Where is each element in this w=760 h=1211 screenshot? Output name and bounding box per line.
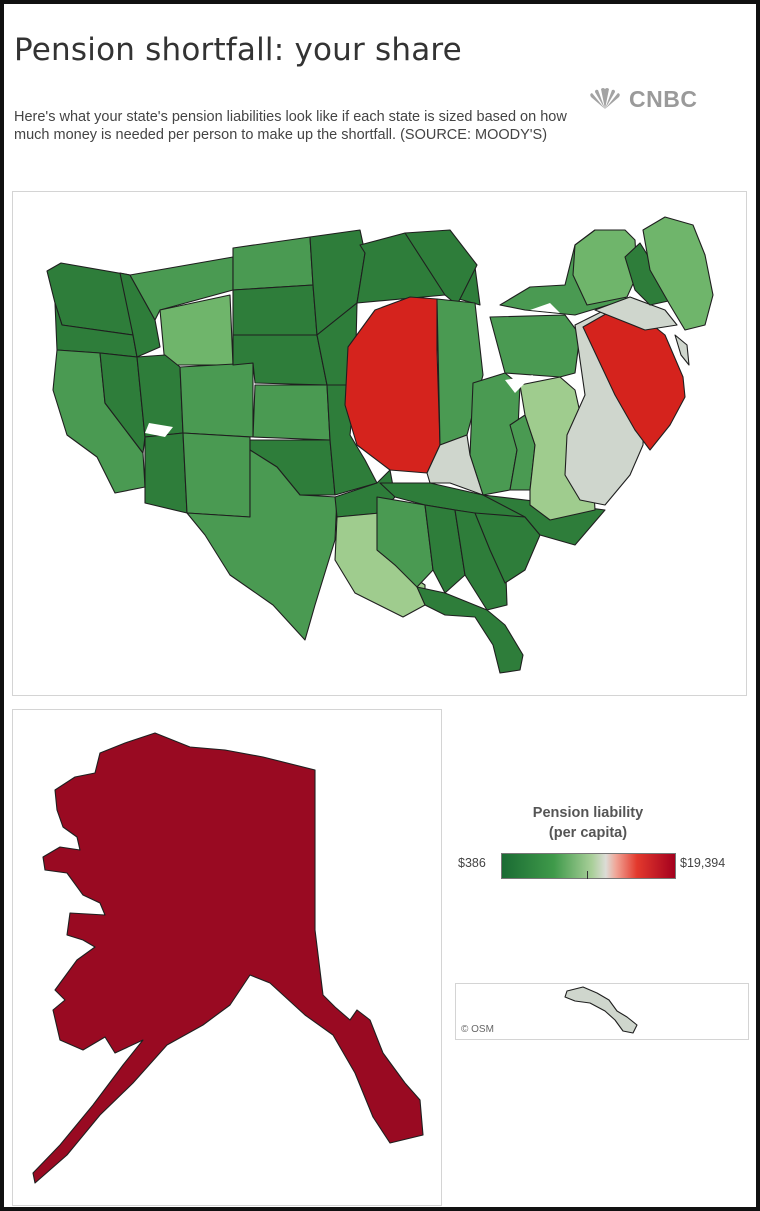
state-hawaii[interactable] [564, 986, 638, 1034]
alaska-map [32, 732, 424, 1184]
state-michigan[interactable] [404, 229, 478, 306]
state-kentucky[interactable] [426, 434, 484, 496]
state-montana[interactable] [129, 256, 234, 321]
state-alabama[interactable] [424, 504, 466, 594]
state-florida[interactable] [416, 586, 524, 674]
page-title: Pension shortfall: your share [14, 32, 462, 68]
alaska-panel [12, 709, 442, 1206]
legend-max-label: $19,394 [680, 856, 726, 870]
state-nevada[interactable] [99, 352, 146, 454]
state-texas[interactable] [186, 449, 338, 641]
legend-color-scale [501, 853, 676, 879]
cnbc-logo: CNBC [587, 86, 697, 112]
state-massachusetts[interactable] [594, 296, 678, 331]
us-cartogram-map [46, 216, 714, 674]
state-south-dakota[interactable] [232, 284, 318, 336]
peacock-icon [590, 88, 620, 109]
legend-midpoint-tick [587, 871, 588, 879]
state-colorado[interactable] [179, 362, 254, 438]
state-pennsylvania[interactable] [489, 314, 581, 378]
state-illinois[interactable] [344, 296, 441, 474]
legend-title: Pension liability (per capita) [501, 803, 675, 843]
hawaii-map [564, 986, 638, 1034]
state-vermont[interactable] [572, 229, 638, 306]
legend-title-line1: Pension liability [532, 805, 644, 821]
legend-min-label: $386 [458, 856, 486, 870]
description-text: Here's what your state's pension liabili… [14, 109, 567, 143]
hawaii-panel: © OSM [455, 983, 749, 1040]
state-rhode-island[interactable] [674, 334, 690, 366]
osm-attribution: © OSM [461, 1024, 494, 1035]
us-cartogram-panel [12, 191, 747, 696]
map-gap-northeast [530, 303, 560, 313]
map-gap-west [145, 423, 173, 437]
state-north-dakota[interactable] [232, 236, 314, 291]
legend-title-line2: (per capita) [548, 825, 628, 841]
map-gap-east [505, 375, 533, 393]
state-maine[interactable] [642, 216, 714, 331]
brand-name: CNBC [629, 85, 698, 112]
state-arizona[interactable] [144, 432, 188, 514]
state-kansas[interactable] [252, 384, 331, 441]
state-new-mexico[interactable] [182, 432, 251, 518]
state-utah[interactable] [136, 354, 184, 438]
state-alaska[interactable] [32, 732, 424, 1184]
